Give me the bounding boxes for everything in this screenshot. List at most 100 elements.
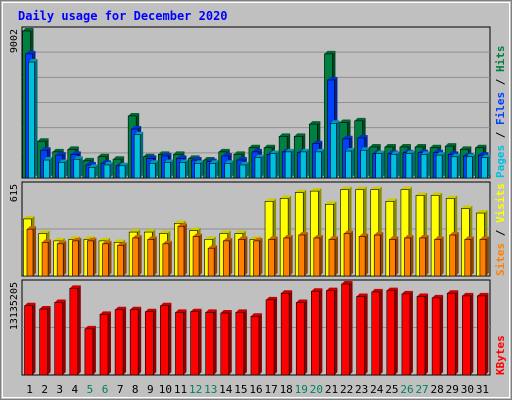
bar-sites-day-9 <box>147 236 157 277</box>
bar-pages-day-18-face <box>284 151 292 179</box>
bar-kbytes-day-16-side <box>258 313 262 375</box>
bar-sites-day-4-face <box>71 240 79 277</box>
bar-kbytes-day-28-side <box>440 294 444 375</box>
chart-frame-inner-border <box>2 2 510 398</box>
bar-sites-day-8 <box>132 234 142 277</box>
bar-sites-day-29-side <box>455 232 459 276</box>
bar-pages-day-6-side <box>109 161 113 178</box>
bar-pages-day-30-top <box>466 153 476 157</box>
bar-pages-day-30 <box>466 153 476 179</box>
bar-sites-day-13 <box>207 245 218 277</box>
bar-sites-day-12-top <box>193 233 203 237</box>
bar-sites-day-28-top <box>434 236 444 240</box>
bar-hits-day-3-top <box>52 148 64 152</box>
bar-pages-day-21-face <box>330 122 337 179</box>
bar-pages-day-20-side <box>321 148 325 178</box>
panel-hits-files-pages: 9002 Pages / Files / Hits <box>9 26 507 179</box>
bar-pages-day-10-side <box>170 159 174 178</box>
bar-kbytes-day-24-side <box>379 288 383 375</box>
bar-hits-day-8-top <box>128 112 140 116</box>
bar-kbytes-day-1-top <box>24 302 36 306</box>
bar-visits-day-20-top <box>310 188 322 192</box>
bar-pages-day-13-face <box>209 163 216 179</box>
x-tick-day: 31 <box>476 383 489 396</box>
bar-kbytes-day-16 <box>250 313 262 376</box>
bar-pages-day-5 <box>88 164 98 179</box>
bar-kbytes-day-23-face <box>356 296 365 376</box>
bar-pages-day-12-face <box>194 163 201 179</box>
bar-sites-day-20-side <box>319 234 323 276</box>
bar-sites-day-20-face <box>313 237 321 277</box>
x-tick-day: 20 <box>310 383 323 396</box>
bar-kbytes-day-25 <box>386 287 398 376</box>
bar-pages-day-19-face <box>299 151 307 179</box>
bar-pages-day-24-top <box>375 150 385 154</box>
bar-pages-day-7 <box>118 162 129 179</box>
bar-pages-day-22-face <box>345 150 352 179</box>
bar-pages-day-18 <box>284 148 295 179</box>
bar-kbytes-day-30-side <box>470 292 474 375</box>
bar-sites-day-6-top <box>102 240 112 244</box>
bar-sites-day-21-side <box>334 236 338 276</box>
bar-pages-day-17-face <box>269 153 277 179</box>
bar-kbytes-day-5-face <box>84 328 94 376</box>
bar-files-day-2-top <box>40 147 51 151</box>
bar-kbytes-day-24-face <box>371 291 381 376</box>
bar-pages-day-15-face <box>239 164 247 179</box>
bar-sites-day-1 <box>26 226 36 277</box>
bar-sites-day-13-top <box>208 245 218 249</box>
bar-pages-day-29 <box>450 153 461 179</box>
bar-pages-day-6-top <box>103 161 113 165</box>
bar-files-day-5-top <box>85 161 96 165</box>
bar-hits-day-21-top <box>324 50 336 54</box>
bar-kbytes-day-2-top <box>39 306 51 310</box>
bar-pages-day-11-face <box>179 162 186 179</box>
bar-pages-day-4-side <box>79 156 83 178</box>
x-tick-day: 28 <box>431 383 444 396</box>
bar-hits-day-11-top <box>173 151 185 155</box>
x-tick-day: 4 <box>72 383 79 396</box>
bar-sites-day-15-top <box>238 236 248 240</box>
x-tick-day: 14 <box>219 383 233 396</box>
bar-kbytes-day-7-face <box>114 309 124 376</box>
bar-visits-day-22-top <box>340 186 352 190</box>
bar-pages-day-29-face <box>450 156 458 179</box>
bar-pages-day-19-side <box>306 148 310 178</box>
bar-kbytes-day-15-side <box>243 309 247 375</box>
bar-sites-day-31 <box>479 236 489 277</box>
bar-sites-day-16-face <box>253 240 260 277</box>
bar-pages-day-9-side <box>155 160 159 178</box>
side-label-part: / <box>494 72 507 92</box>
bar-sites-day-6-side <box>108 240 112 276</box>
x-tick-day: 3 <box>56 383 63 396</box>
bar-kbytes-day-14 <box>220 310 232 376</box>
x-tick-day: 5 <box>87 383 94 396</box>
bar-sites-day-24-top <box>374 232 384 236</box>
bar-sites-day-2 <box>41 239 52 277</box>
bar-hits-day-6-top <box>97 153 109 157</box>
bar-sites-day-3-face <box>56 243 64 277</box>
bar-pages-day-10-top <box>164 159 174 163</box>
bar-sites-day-29 <box>449 232 459 277</box>
bar-visits-day-28-top <box>431 192 443 196</box>
bar-kbytes-day-31-side <box>485 292 489 375</box>
bar-sites-day-30-face <box>464 239 472 277</box>
bar-kbytes-day-1 <box>24 302 36 376</box>
bar-hits-day-30-top <box>460 146 472 150</box>
bar-sites-day-22-top <box>344 230 354 234</box>
panel-side-label: Pages / Files / Hits <box>494 46 507 179</box>
bar-pages-day-4-top <box>73 156 83 160</box>
bar-hits-day-31-top <box>475 144 487 148</box>
bar-visits-day-9-top <box>144 229 156 233</box>
bar-kbytes-day-21 <box>326 287 338 376</box>
bar-kbytes-day-1-side <box>32 302 36 375</box>
bar-sites-day-25-face <box>389 239 396 277</box>
bar-hits-day-24-top <box>369 143 381 147</box>
bar-sites-day-31-face <box>479 239 487 277</box>
bar-hits-day-26-top <box>399 143 411 147</box>
bar-kbytes-day-30 <box>462 292 474 376</box>
x-tick-day: 15 <box>234 383 247 396</box>
bar-kbytes-day-20-face <box>311 290 320 376</box>
bar-pages-day-28-face <box>435 154 443 179</box>
bar-sites-day-31-top <box>479 236 489 240</box>
